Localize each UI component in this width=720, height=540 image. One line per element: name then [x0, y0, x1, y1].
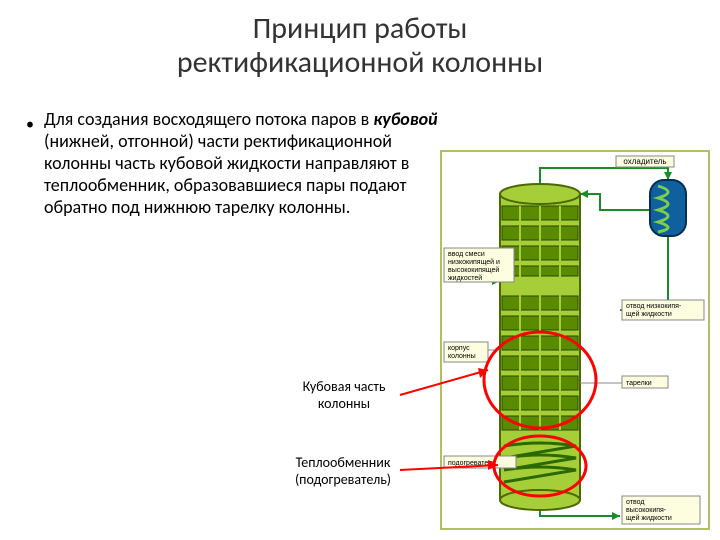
low-l1: отвод низкокипя- — [626, 303, 682, 310]
heater-l1: подогреватель — [448, 460, 496, 467]
low-l2: щей жидкости — [626, 310, 672, 318]
feed-l2: низкокипящей и — [448, 258, 500, 266]
body-text: • Для создания восходящего потока паров … — [44, 108, 454, 218]
body-l2: колонны — [448, 353, 476, 360]
feed-l4: жидкостей — [448, 274, 482, 282]
annotation-heater: Теплообменник (подогреватель) — [280, 454, 406, 488]
annot-heat-l2: (подогреватель) — [280, 471, 406, 488]
para-post: (нижней, отгонной) части ректификационно… — [44, 130, 409, 218]
feed-l3: высококипящей — [448, 266, 499, 274]
bullet-paragraph: • Для создания восходящего потока паров … — [44, 108, 454, 218]
feed-l1: ввод смеси — [448, 251, 485, 258]
annotation-kub: Кубовая часть колонны — [284, 378, 404, 412]
bullet-glyph: • — [26, 114, 34, 136]
high-l2: высококипя- — [626, 507, 667, 514]
cooler-label: охладитель — [623, 157, 666, 166]
column-diagram: охладитель ввод смеси низкокипящей и выс… — [440, 150, 710, 530]
para-emph: кубовой — [373, 108, 437, 130]
trays-l1: тарелки — [626, 380, 652, 387]
annot-kub-l1: Кубовая часть — [284, 378, 404, 395]
body-l1: корпус — [448, 345, 470, 352]
annot-kub-l2: колонны — [284, 395, 404, 412]
title-line1: Принцип работы — [0, 12, 720, 46]
annot-heat-l1: Теплообменник — [280, 454, 406, 471]
para-pre: Для создания восходящего потока паров в — [44, 108, 373, 130]
high-l1: отвод — [626, 499, 644, 506]
cooler — [650, 180, 686, 236]
diagram-svg: охладитель ввод смеси низкокипящей и выс… — [440, 150, 710, 530]
high-l3: щей жидкости — [626, 514, 672, 522]
title-line2: ректификационной колонны — [0, 46, 720, 80]
slide-title: Принцип работы ректификационной колонны — [0, 12, 720, 80]
